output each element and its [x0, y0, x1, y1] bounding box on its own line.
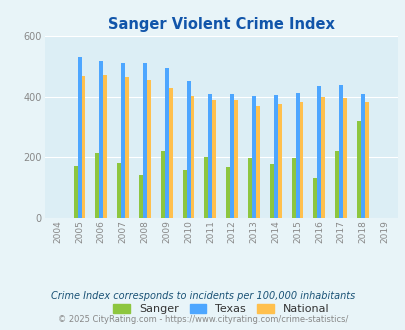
- Bar: [77, 57, 81, 218]
- Bar: [139, 176, 143, 218]
- Bar: [81, 76, 85, 218]
- Legend: Sanger, Texas, National: Sanger, Texas, National: [109, 300, 333, 319]
- Bar: [143, 63, 147, 218]
- Bar: [125, 77, 129, 218]
- Bar: [299, 102, 303, 218]
- Bar: [273, 95, 277, 218]
- Bar: [356, 121, 360, 218]
- Bar: [121, 63, 125, 218]
- Bar: [147, 80, 151, 218]
- Bar: [295, 93, 299, 218]
- Bar: [339, 85, 342, 218]
- Bar: [247, 158, 252, 218]
- Bar: [317, 86, 321, 218]
- Bar: [168, 88, 172, 218]
- Bar: [99, 60, 103, 218]
- Bar: [321, 97, 324, 218]
- Bar: [364, 102, 368, 218]
- Bar: [335, 150, 339, 218]
- Bar: [204, 157, 208, 218]
- Bar: [103, 75, 107, 218]
- Bar: [269, 164, 273, 218]
- Bar: [190, 96, 194, 218]
- Text: © 2025 CityRating.com - https://www.cityrating.com/crime-statistics/: © 2025 CityRating.com - https://www.city…: [58, 315, 347, 324]
- Bar: [182, 170, 186, 218]
- Bar: [291, 158, 295, 218]
- Bar: [117, 163, 121, 218]
- Bar: [186, 81, 190, 218]
- Bar: [313, 179, 317, 218]
- Bar: [95, 153, 99, 218]
- Bar: [73, 166, 77, 218]
- Bar: [164, 68, 168, 218]
- Text: Crime Index corresponds to incidents per 100,000 inhabitants: Crime Index corresponds to incidents per…: [51, 291, 354, 301]
- Bar: [252, 96, 255, 218]
- Bar: [160, 151, 164, 218]
- Bar: [360, 94, 364, 218]
- Bar: [208, 94, 212, 218]
- Title: Sanger Violent Crime Index: Sanger Violent Crime Index: [108, 17, 334, 32]
- Bar: [230, 94, 234, 218]
- Bar: [234, 100, 237, 218]
- Bar: [277, 104, 281, 218]
- Bar: [226, 167, 230, 218]
- Bar: [255, 107, 259, 218]
- Bar: [212, 100, 216, 218]
- Bar: [342, 98, 346, 218]
